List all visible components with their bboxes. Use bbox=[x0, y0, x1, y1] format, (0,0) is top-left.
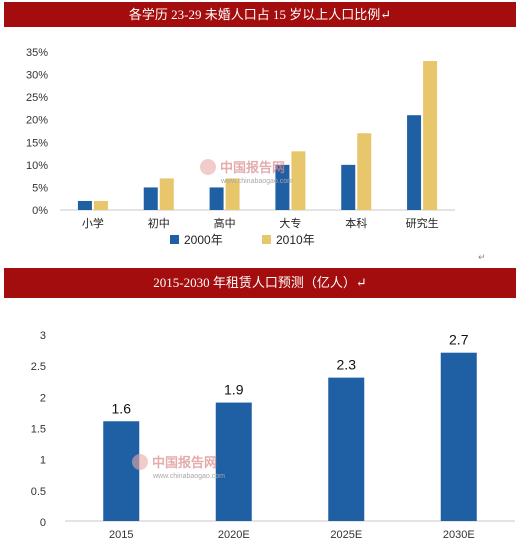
legend-label: 2000年 bbox=[184, 233, 223, 247]
legend-swatch bbox=[170, 235, 179, 244]
y-tick-label: 30% bbox=[26, 70, 48, 82]
chart1-svg: 0% 5% 10% 15% 20% 25% 30% 35% 小学 初中 高中 大专 本科 研究生 2000年… bbox=[26, 47, 455, 247]
chart2-svg: 0 0.5 1 1.5 2 2.5 3 1.6 2015 1.9 2020E 2.3 2025E 2.7 2… bbox=[31, 330, 515, 541]
x-tick-label: 本科 bbox=[345, 216, 367, 230]
bar-2000 bbox=[143, 187, 158, 210]
bar-2000 bbox=[407, 115, 422, 210]
legend-label: 2010年 bbox=[276, 233, 315, 247]
chart2-title-banner: 2015-2030 年租赁人口预测（亿人）↵ bbox=[4, 268, 516, 298]
bar-2010 bbox=[159, 178, 174, 210]
x-tick-label: 高中 bbox=[214, 216, 236, 230]
bar-2010 bbox=[357, 133, 372, 210]
legend-swatch bbox=[262, 235, 271, 244]
bar-2010 bbox=[423, 61, 438, 211]
chart1-title-mark: ↵ bbox=[380, 7, 392, 22]
y-tick-label: 2.5 bbox=[31, 361, 46, 373]
data-label: 2.3 bbox=[337, 357, 357, 373]
bar bbox=[440, 352, 477, 521]
y-tick-label: 10% bbox=[26, 160, 48, 172]
y-tick-label: 3 bbox=[40, 330, 46, 342]
y-tick-label: 2 bbox=[40, 392, 46, 404]
y-tick-label: 15% bbox=[26, 137, 48, 149]
y-tick-label: 0% bbox=[32, 205, 48, 217]
watermark-url: www.chinabaogao.com bbox=[220, 178, 293, 185]
bar bbox=[103, 421, 140, 521]
y-tick-label: 1 bbox=[40, 455, 46, 467]
bar bbox=[328, 377, 365, 521]
watermark-url: www.chinabaogao.com bbox=[152, 473, 225, 480]
y-tick-label: 35% bbox=[26, 47, 48, 59]
bar-2010 bbox=[225, 178, 240, 210]
chart2-title-mark: ↵ bbox=[355, 275, 367, 290]
data-label: 2.7 bbox=[449, 332, 469, 348]
y-tick-label: 0.5 bbox=[31, 486, 46, 498]
bar-2000 bbox=[209, 187, 224, 210]
y-tick-label: 25% bbox=[26, 92, 48, 104]
y-tick-label: 0 bbox=[40, 517, 46, 529]
bar-2010 bbox=[291, 151, 306, 210]
x-tick-label: 小学 bbox=[82, 216, 104, 230]
bar-2000 bbox=[275, 164, 290, 210]
chart1-title-banner: 各学历 23-29 未婚人口占 15 岁以上人口比例↵ bbox=[4, 2, 516, 27]
chart2-title: 2015-2030 年租赁人口预测（亿人） bbox=[153, 275, 356, 290]
data-label: 1.6 bbox=[112, 400, 132, 416]
x-tick-label: 大专 bbox=[279, 216, 301, 230]
bar-2000 bbox=[77, 200, 92, 210]
y-tick-label: 1.5 bbox=[31, 424, 46, 436]
bar-2000 bbox=[341, 164, 356, 210]
watermark-brand: 中国报告网 bbox=[220, 160, 285, 175]
chart1-title: 各学历 23-29 未婚人口占 15 岁以上人口比例 bbox=[128, 7, 381, 22]
watermark-logo-icon bbox=[200, 159, 216, 175]
return-mark: ↵ bbox=[478, 252, 486, 262]
x-tick-label: 2020E bbox=[218, 529, 250, 541]
x-tick-label: 2015 bbox=[109, 529, 133, 541]
bar-2010 bbox=[93, 200, 108, 210]
y-tick-label: 5% bbox=[32, 182, 48, 194]
watermark-logo-icon bbox=[132, 454, 148, 470]
watermark-brand: 中国报告网 bbox=[152, 455, 217, 470]
data-label: 1.9 bbox=[224, 382, 244, 398]
x-tick-label: 2030E bbox=[443, 529, 475, 541]
x-tick-label: 2025E bbox=[330, 529, 362, 541]
y-tick-label: 20% bbox=[26, 115, 48, 127]
x-tick-label: 研究生 bbox=[406, 216, 439, 230]
bar bbox=[215, 402, 252, 521]
x-tick-label: 初中 bbox=[148, 216, 170, 230]
